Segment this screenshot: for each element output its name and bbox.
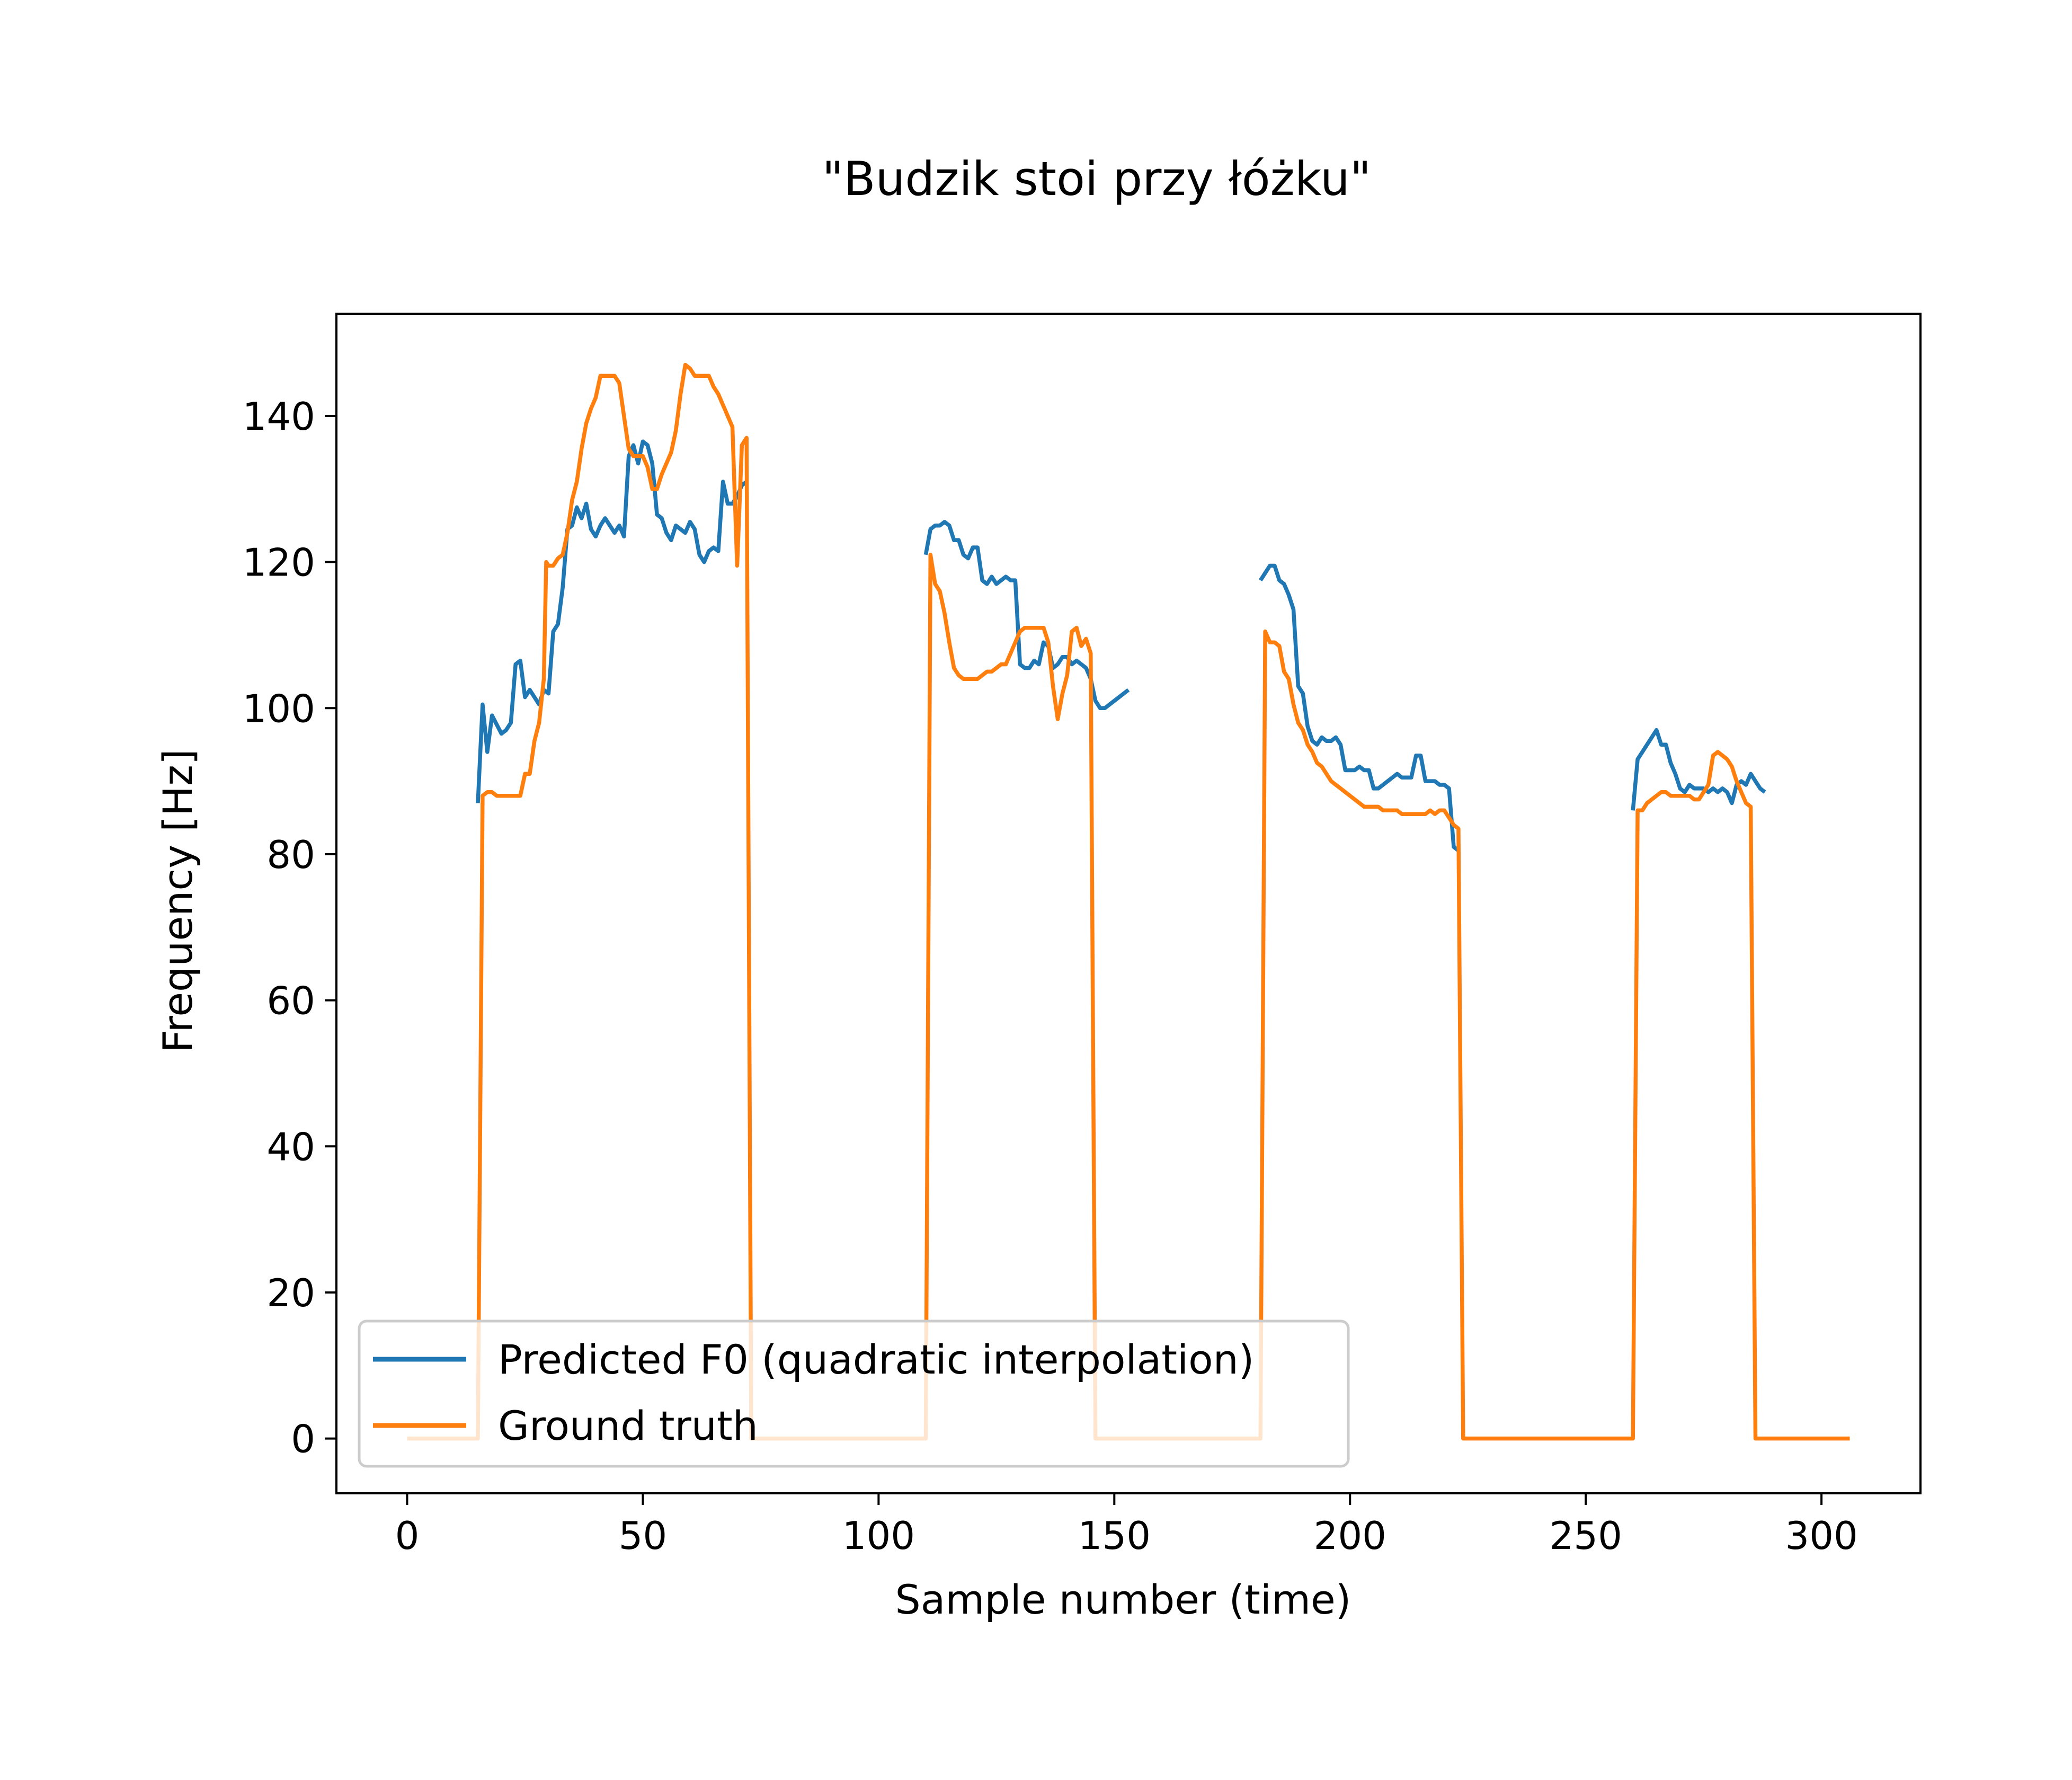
legend: Predicted F0 (quadratic interpolation) G… — [358, 1319, 1350, 1468]
y-tick-label: 0 — [291, 1417, 315, 1462]
x-tick-label: 250 — [1549, 1513, 1622, 1558]
y-axis-label: Frequency [Hz] — [154, 749, 201, 1052]
y-tick-label: 120 — [243, 541, 315, 585]
y-tick-label: 100 — [243, 686, 315, 731]
x-tick-label: 200 — [1314, 1513, 1386, 1558]
predicted-f0-line-segment-3 — [1259, 563, 1460, 853]
y-tick-label: 140 — [243, 394, 315, 439]
x-tick-label: 0 — [395, 1513, 420, 1558]
predicted-f0-line-segment-2 — [923, 520, 1130, 711]
predicted-f0-line-segment-4 — [1631, 728, 1766, 811]
x-tick-label: 300 — [1785, 1513, 1857, 1558]
plot-area — [407, 362, 1850, 1441]
x-tick-label: 150 — [1078, 1513, 1151, 1558]
legend-label-ground-truth: Ground truth — [498, 1402, 758, 1449]
axes-frame — [335, 313, 1922, 1494]
x-axis-label: Sample number (time) — [895, 1576, 1351, 1623]
ground-truth-line — [407, 362, 1850, 1441]
legend-box — [358, 1319, 1350, 1468]
legend-label-predicted: Predicted F0 (quadratic interpolation) — [498, 1336, 1254, 1383]
y-tick-label: 80 — [266, 833, 315, 877]
x-tick-label: 100 — [842, 1513, 915, 1558]
y-tick-label: 40 — [266, 1124, 315, 1169]
axes: 0 50 100 150 200 250 300 0 20 40 60 80 100 120 140 — [243, 313, 1922, 1558]
y-tick-label: 60 — [266, 979, 315, 1023]
chart-title: "Budzik stoi przy łóżku" — [822, 152, 1372, 206]
x-tick-label: 50 — [619, 1513, 668, 1558]
y-tick-label: 20 — [266, 1271, 315, 1315]
predicted-f0-line-segment-1 — [476, 439, 748, 803]
